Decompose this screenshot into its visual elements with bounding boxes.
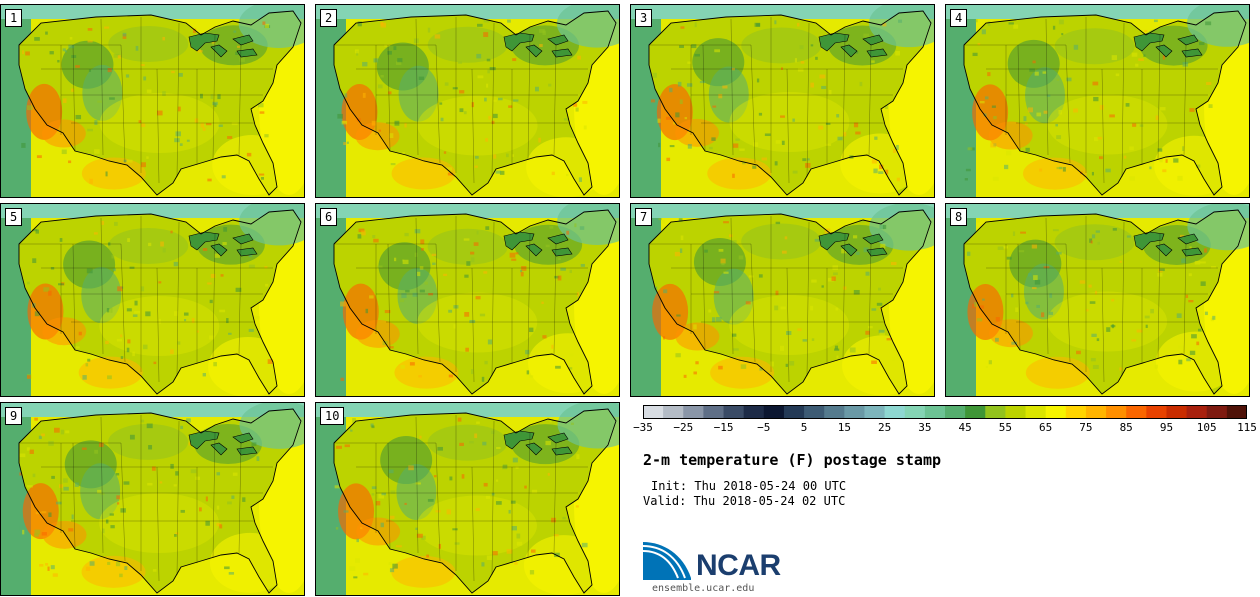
temperature-map: [316, 5, 619, 197]
colorbar-tick-label: −5: [757, 421, 771, 434]
colorbar-bin: [683, 405, 704, 419]
member-panel-1: 1: [0, 4, 305, 198]
site-url: ensemble.ucar.edu: [652, 583, 755, 594]
colorbar-bin: [945, 405, 966, 419]
colorbar-bin: [824, 405, 845, 419]
colorbar-bin: [723, 405, 745, 419]
colorbar-bin: [1146, 405, 1167, 419]
member-panel-10: 10: [315, 402, 620, 596]
colorbar-bin: [1005, 405, 1027, 419]
colorbar-bin: [904, 405, 926, 419]
member-panel-3: 3: [630, 4, 935, 198]
member-panel-5: 5: [0, 203, 305, 397]
temperature-map: [946, 5, 1249, 197]
colorbar-bin: [1045, 405, 1067, 419]
valid-time: Valid: Thu 2018-05-24 02 UTC: [643, 494, 846, 508]
colorbar-bin: [924, 405, 946, 419]
temperature-colorbar: [643, 405, 1247, 419]
colorbar-bin: [1025, 405, 1047, 419]
temperature-map: [631, 5, 934, 197]
colorbar-bin: [1186, 405, 1208, 419]
colorbar-tick-label: 55: [998, 421, 1013, 434]
colorbar-tick-label: 105: [1196, 421, 1217, 434]
temperature-map: [1, 5, 304, 197]
colorbar-bin: [965, 405, 986, 419]
colorbar-tick-label: 65: [1039, 421, 1053, 434]
colorbar-tick-label: 115: [1237, 421, 1257, 434]
colorbar-tick-label: 25: [877, 421, 892, 434]
colorbar-tick-label: 15: [837, 421, 851, 434]
colorbar-tick-label: 35: [918, 421, 932, 434]
member-panel-9: 9: [0, 402, 305, 596]
member-number-label: 1: [5, 9, 23, 27]
figure-title: 2-m temperature (F) postage stamp: [643, 451, 942, 469]
colorbar-tick-label: −15: [713, 421, 734, 434]
member-number-label: 4: [950, 9, 968, 27]
member-number-label: 7: [635, 208, 653, 226]
colorbar-tick-label: 75: [1079, 421, 1093, 434]
member-number-label: 9: [5, 407, 23, 425]
colorbar-tick-labels: −35 −25 −15 −5 5 15 25 35 45 55 65 75 85 95 105 115: [633, 421, 1257, 437]
member-panel-2: 2: [315, 4, 620, 198]
colorbar-bin: [1126, 405, 1147, 419]
colorbar-tick-label: −35: [633, 421, 653, 434]
colorbar-tick-label: −25: [673, 421, 694, 434]
colorbar-bin: [703, 405, 725, 419]
colorbar-tick-label: 45: [958, 421, 972, 434]
colorbar-bin: [1166, 405, 1188, 419]
colorbar-bin: [884, 405, 906, 419]
temperature-map: [316, 403, 619, 595]
temperature-map: [1, 204, 304, 396]
colorbar-bin: [985, 405, 1006, 419]
member-number-label: 3: [635, 9, 653, 27]
init-time: Init: Thu 2018-05-24 00 UTC: [651, 479, 847, 493]
member-number-label: 10: [320, 407, 345, 425]
colorbar-border: [643, 405, 1247, 419]
ncar-logo-text: NCAR: [696, 549, 781, 582]
temperature-map: [1, 403, 304, 595]
colorbar-bin: [844, 405, 865, 419]
colorbar-bin: [663, 405, 684, 419]
member-panel-7: 7: [630, 203, 935, 397]
member-panel-4: 4: [945, 4, 1250, 198]
colorbar-bin: [643, 405, 664, 419]
member-number-label: 6: [320, 208, 338, 226]
colorbar-tick-label: 85: [1119, 421, 1133, 434]
colorbar-bin: [1206, 405, 1228, 419]
colorbar-bin: [1106, 405, 1127, 419]
member-number-label: 2: [320, 9, 338, 27]
colorbar-tick-label: 95: [1159, 421, 1174, 434]
temperature-map: [631, 204, 934, 396]
colorbar-bin: [783, 405, 805, 419]
colorbar-bin: [1085, 405, 1107, 419]
member-panel-6: 6: [315, 203, 620, 397]
temperature-map: [946, 204, 1249, 396]
ncar-logo: [643, 542, 691, 580]
colorbar-tick-label: 5: [800, 421, 808, 434]
temperature-map: [316, 204, 619, 396]
member-number-label: 5: [5, 208, 23, 226]
member-panel-8: 8: [945, 203, 1250, 397]
colorbar-bin: [1226, 405, 1247, 419]
colorbar-bin: [743, 405, 765, 419]
colorbar-bin: [804, 405, 825, 419]
member-number-label: 8: [950, 208, 968, 226]
colorbar-bin: [864, 405, 886, 419]
colorbar-bin: [1065, 405, 1087, 419]
colorbar-bin: [763, 405, 785, 419]
